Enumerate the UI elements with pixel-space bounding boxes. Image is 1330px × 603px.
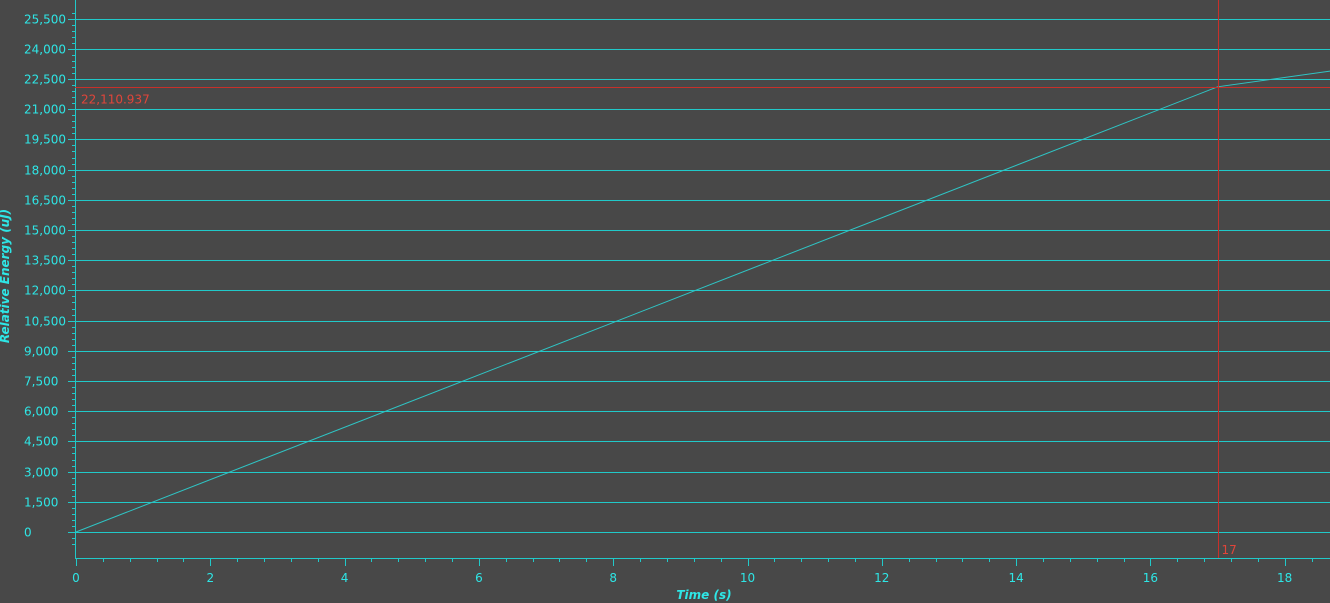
y-tick-label: 6,000	[24, 405, 58, 419]
y-tick-label: 13,500	[24, 254, 66, 268]
y-tick-label: 21,000	[24, 103, 66, 117]
y-tick-label: 4,500	[24, 435, 58, 449]
y-tick-label: 9,000	[24, 345, 58, 359]
y-tick-label: 1,500	[24, 496, 58, 510]
x-tick-label: 10	[740, 571, 755, 585]
x-tick-label: 8	[609, 571, 617, 585]
y-tick-label: 10,500	[24, 315, 66, 329]
y-tick-label: 12,000	[24, 284, 66, 298]
y-tick-label: 7,500	[24, 375, 58, 389]
x-tick-label: 4	[341, 571, 349, 585]
y-tick-label: 18,000	[24, 164, 66, 178]
x-tick-label: 6	[475, 571, 483, 585]
cursor-crosshair[interactable]: 22,110.937 17	[75, 0, 1330, 558]
x-tick-label: 12	[874, 571, 889, 585]
y-tick-label: 15,000	[24, 224, 66, 238]
axes	[68, 0, 1330, 566]
x-axis-title: Time (s)	[676, 588, 731, 602]
y-tick-label: 25,500	[24, 13, 66, 27]
grid-lines	[75, 19, 1330, 533]
x-tick-label: 16	[1143, 571, 1158, 585]
cursor-y-readout: 22,110.937	[81, 93, 150, 107]
x-tick-label: 2	[206, 571, 214, 585]
y-tick-label: 0	[24, 526, 32, 540]
x-tick-label: 14	[1008, 571, 1023, 585]
cursor-x-readout: 17	[1222, 543, 1237, 557]
y-tick-label: 22,500	[24, 73, 66, 87]
y-axis-title: Relative Energy (uJ)	[0, 209, 12, 343]
y-tick-label: 16,500	[24, 194, 66, 208]
x-tick-label: 18	[1277, 571, 1292, 585]
y-tick-label: 19,500	[24, 133, 66, 147]
tick-labels: 0 1,500 3,000 4,500 6,000 7,500 9,000 10,500 12,…	[24, 13, 1292, 586]
y-tick-label: 24,000	[24, 43, 66, 57]
series-layer	[75, 70, 1330, 533]
x-tick-label: 0	[72, 571, 80, 585]
y-tick-label: 3,000	[24, 466, 58, 480]
series-line	[75, 70, 1330, 533]
